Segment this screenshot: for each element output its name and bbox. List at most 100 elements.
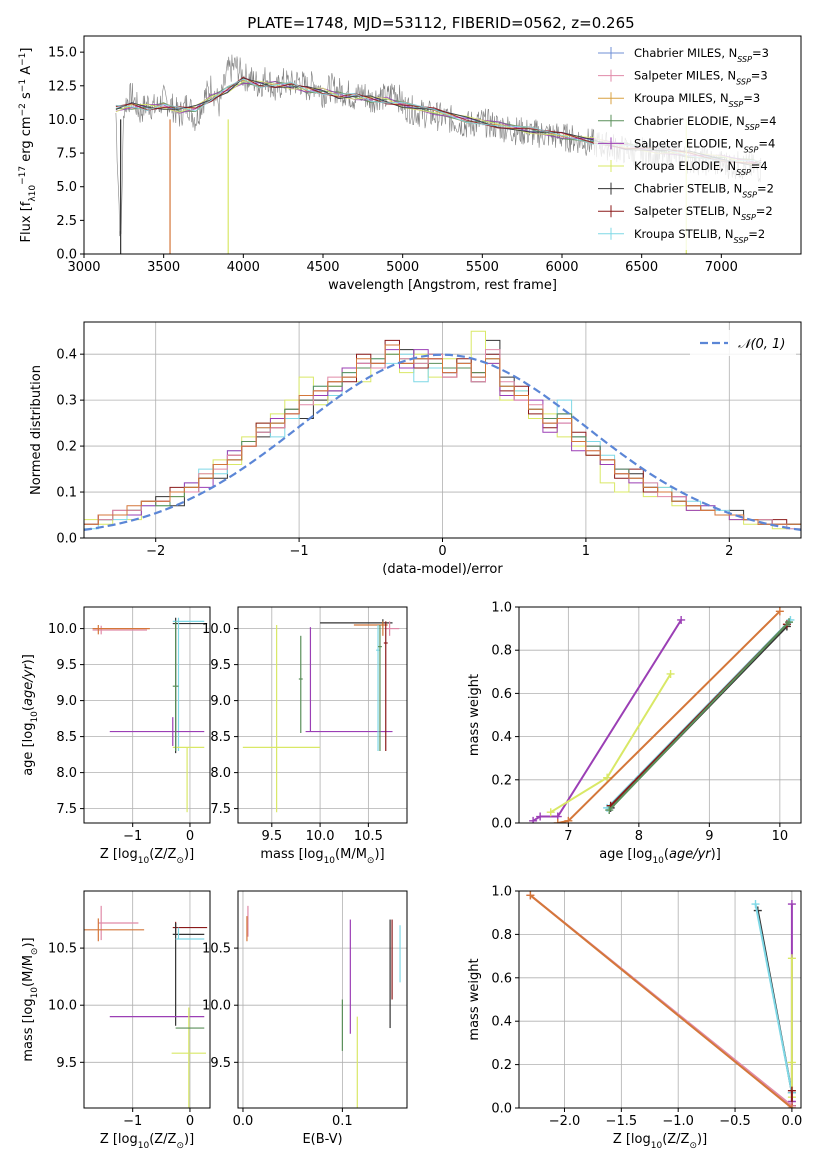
mass-weight-line bbox=[754, 903, 793, 1093]
y-axis-label-part: ] bbox=[19, 48, 34, 53]
y-axis-label-part: )] bbox=[21, 937, 36, 947]
plot-area bbox=[246, 905, 401, 1108]
y-tick-label: 0.4 bbox=[491, 730, 512, 745]
y-axis-label-part: s bbox=[19, 92, 34, 103]
y-axis-label-part: age [log bbox=[21, 723, 36, 776]
x-tick-label: −1.0 bbox=[662, 1114, 694, 1129]
data-point bbox=[172, 621, 179, 751]
legend-label: 𝒩(0, 1) bbox=[738, 337, 785, 352]
y-axis-label-part: (M/M bbox=[21, 955, 36, 987]
x-axis-label-part: 10 bbox=[138, 856, 150, 866]
y-tick-label: 10.5 bbox=[48, 942, 77, 957]
legend-label-suffix: =3 bbox=[752, 46, 769, 60]
panel-age_vs_mass: 9.5 10.0 10.5 7.5 8.0 8.5 9.0 9.5 10.0 mass [log1… bbox=[202, 606, 408, 866]
x-axis-label: Z [log10(Z/Z⊙)] bbox=[100, 847, 194, 866]
y-tick-label: 0.0 bbox=[491, 1102, 512, 1117]
y-axis-label: age [log10(age/yr)] bbox=[21, 654, 40, 776]
plus-marker bbox=[787, 900, 796, 909]
x-axis-label-part: ⊙ bbox=[176, 1141, 184, 1151]
y-tick-label: 0.8 bbox=[491, 928, 512, 943]
legend-label: Kroupa ELODIE, NSSP=4 bbox=[634, 159, 768, 177]
plus-marker bbox=[526, 891, 535, 900]
y-tick-label: 1.0 bbox=[491, 601, 512, 616]
x-tick-label: 9 bbox=[705, 829, 713, 844]
x-tick-label: −1 bbox=[290, 544, 309, 559]
legend-label-suffix: =3 bbox=[743, 91, 760, 105]
x-tick-label: 0 bbox=[186, 829, 194, 844]
legend-label-suffix: =2 bbox=[756, 204, 773, 218]
y-axis-label: Normed distribution bbox=[29, 365, 44, 495]
x-axis-label: (data-model)/error bbox=[382, 562, 503, 577]
x-tick-label: 0 bbox=[186, 1114, 194, 1129]
mass-weight-line bbox=[557, 610, 781, 823]
x-tick-label: 0.0 bbox=[782, 1114, 803, 1129]
y-tick-label: 0.4 bbox=[491, 1015, 512, 1030]
y-axis-label-part: Flux [f bbox=[19, 201, 34, 242]
x-tick-label: 0.0 bbox=[233, 1114, 254, 1129]
axes-frame bbox=[83, 35, 802, 255]
plus-marker bbox=[787, 1104, 796, 1108]
legend-label: Kroupa STELIB, NSSP=2 bbox=[634, 227, 765, 245]
panel-mass_vs_ebv: 0.0 0.1 9.5 10.0 10.5 E(B-V) bbox=[202, 890, 408, 1147]
x-tick-label: 9.5 bbox=[261, 829, 282, 844]
x-axis-label-part: (Z/Z bbox=[662, 1132, 689, 1147]
legend-label-sub: SSP bbox=[744, 145, 759, 154]
axes-frame bbox=[83, 890, 211, 1109]
x-tick-label: 2 bbox=[725, 544, 733, 559]
plus-marker bbox=[775, 607, 784, 616]
y-tick-label: 8.5 bbox=[210, 730, 231, 745]
data-point bbox=[298, 635, 303, 733]
plus-marker bbox=[603, 773, 612, 782]
x-axis-label-part: Z [log bbox=[613, 1132, 651, 1147]
y-tick-label: 7.5 bbox=[56, 802, 77, 817]
x-tick-label: 6500 bbox=[625, 260, 658, 275]
axes-frame bbox=[83, 606, 211, 824]
x-tick-label: −2.0 bbox=[549, 1114, 581, 1129]
legend-label-suffix: =3 bbox=[751, 69, 768, 83]
x-axis-label: Z [log10(Z/Z⊙)] bbox=[613, 1132, 707, 1151]
y-axis-label: Flux [fλ10−17 erg cm−2 s−1 A−1] bbox=[18, 48, 38, 243]
x-axis-label-part: )] bbox=[184, 1132, 194, 1147]
y-tick-label: 0.2 bbox=[491, 1058, 512, 1073]
x-axis-label-part: (Z/Z bbox=[149, 847, 176, 862]
x-axis-label-part: 10 bbox=[324, 856, 336, 866]
y-axis-label-part: age/yr bbox=[21, 663, 36, 706]
y-axis-label-part: 10 bbox=[30, 711, 40, 723]
y-tick-label: 0.6 bbox=[491, 971, 512, 986]
x-tick-label: −1 bbox=[123, 829, 142, 844]
y-tick-label: 9.0 bbox=[210, 694, 231, 709]
chart-panels: 3000 3500 4000 4500 5000 5500 6000 6500 70000.02… bbox=[18, 35, 803, 1151]
x-axis-label-part: 10 bbox=[138, 1141, 150, 1151]
plus-marker bbox=[666, 669, 675, 678]
y-tick-label: 10.0 bbox=[48, 113, 77, 128]
x-tick-label: 10.0 bbox=[306, 829, 335, 844]
histogram-series bbox=[84, 344, 801, 538]
x-tick-label: −0.5 bbox=[719, 1114, 751, 1129]
y-axis-label-part: 10 bbox=[30, 987, 40, 999]
panel-age_vs_Z: −1 07.58.08.59.09.510.0Z [log10(Z/Z⊙)]age… bbox=[21, 606, 211, 866]
axes-frame bbox=[518, 890, 802, 1109]
y-tick-label: 0.8 bbox=[491, 644, 512, 659]
legend-label: Salpeter STELIB, NSSP=2 bbox=[634, 204, 773, 222]
y-axis-label: mass weight bbox=[467, 674, 482, 756]
y-tick-label: 0.2 bbox=[491, 773, 512, 788]
legend-label-sub: SSP bbox=[734, 235, 749, 244]
x-tick-label: 3000 bbox=[67, 260, 100, 275]
y-tick-label: 7.5 bbox=[210, 802, 231, 817]
y-tick-label: 8.0 bbox=[56, 766, 77, 781]
plus-marker bbox=[677, 615, 686, 624]
y-tick-label: 10.0 bbox=[202, 999, 231, 1014]
y-axis-label-part: ( bbox=[21, 706, 36, 711]
legend-label-sub: SSP bbox=[736, 168, 751, 177]
data-point bbox=[92, 625, 147, 635]
plot-area bbox=[84, 330, 801, 538]
plot-area bbox=[529, 607, 795, 823]
legend-label-sub: SSP bbox=[742, 190, 757, 199]
legend-label-suffix: =4 bbox=[758, 136, 775, 150]
x-axis-label-part: age/yr bbox=[669, 847, 712, 862]
mass-weight-line bbox=[529, 894, 793, 1108]
x-axis-label-part: )] bbox=[711, 847, 721, 862]
residual-legend: 𝒩(0, 1) bbox=[690, 330, 796, 356]
y-tick-label: 9.0 bbox=[56, 694, 77, 709]
